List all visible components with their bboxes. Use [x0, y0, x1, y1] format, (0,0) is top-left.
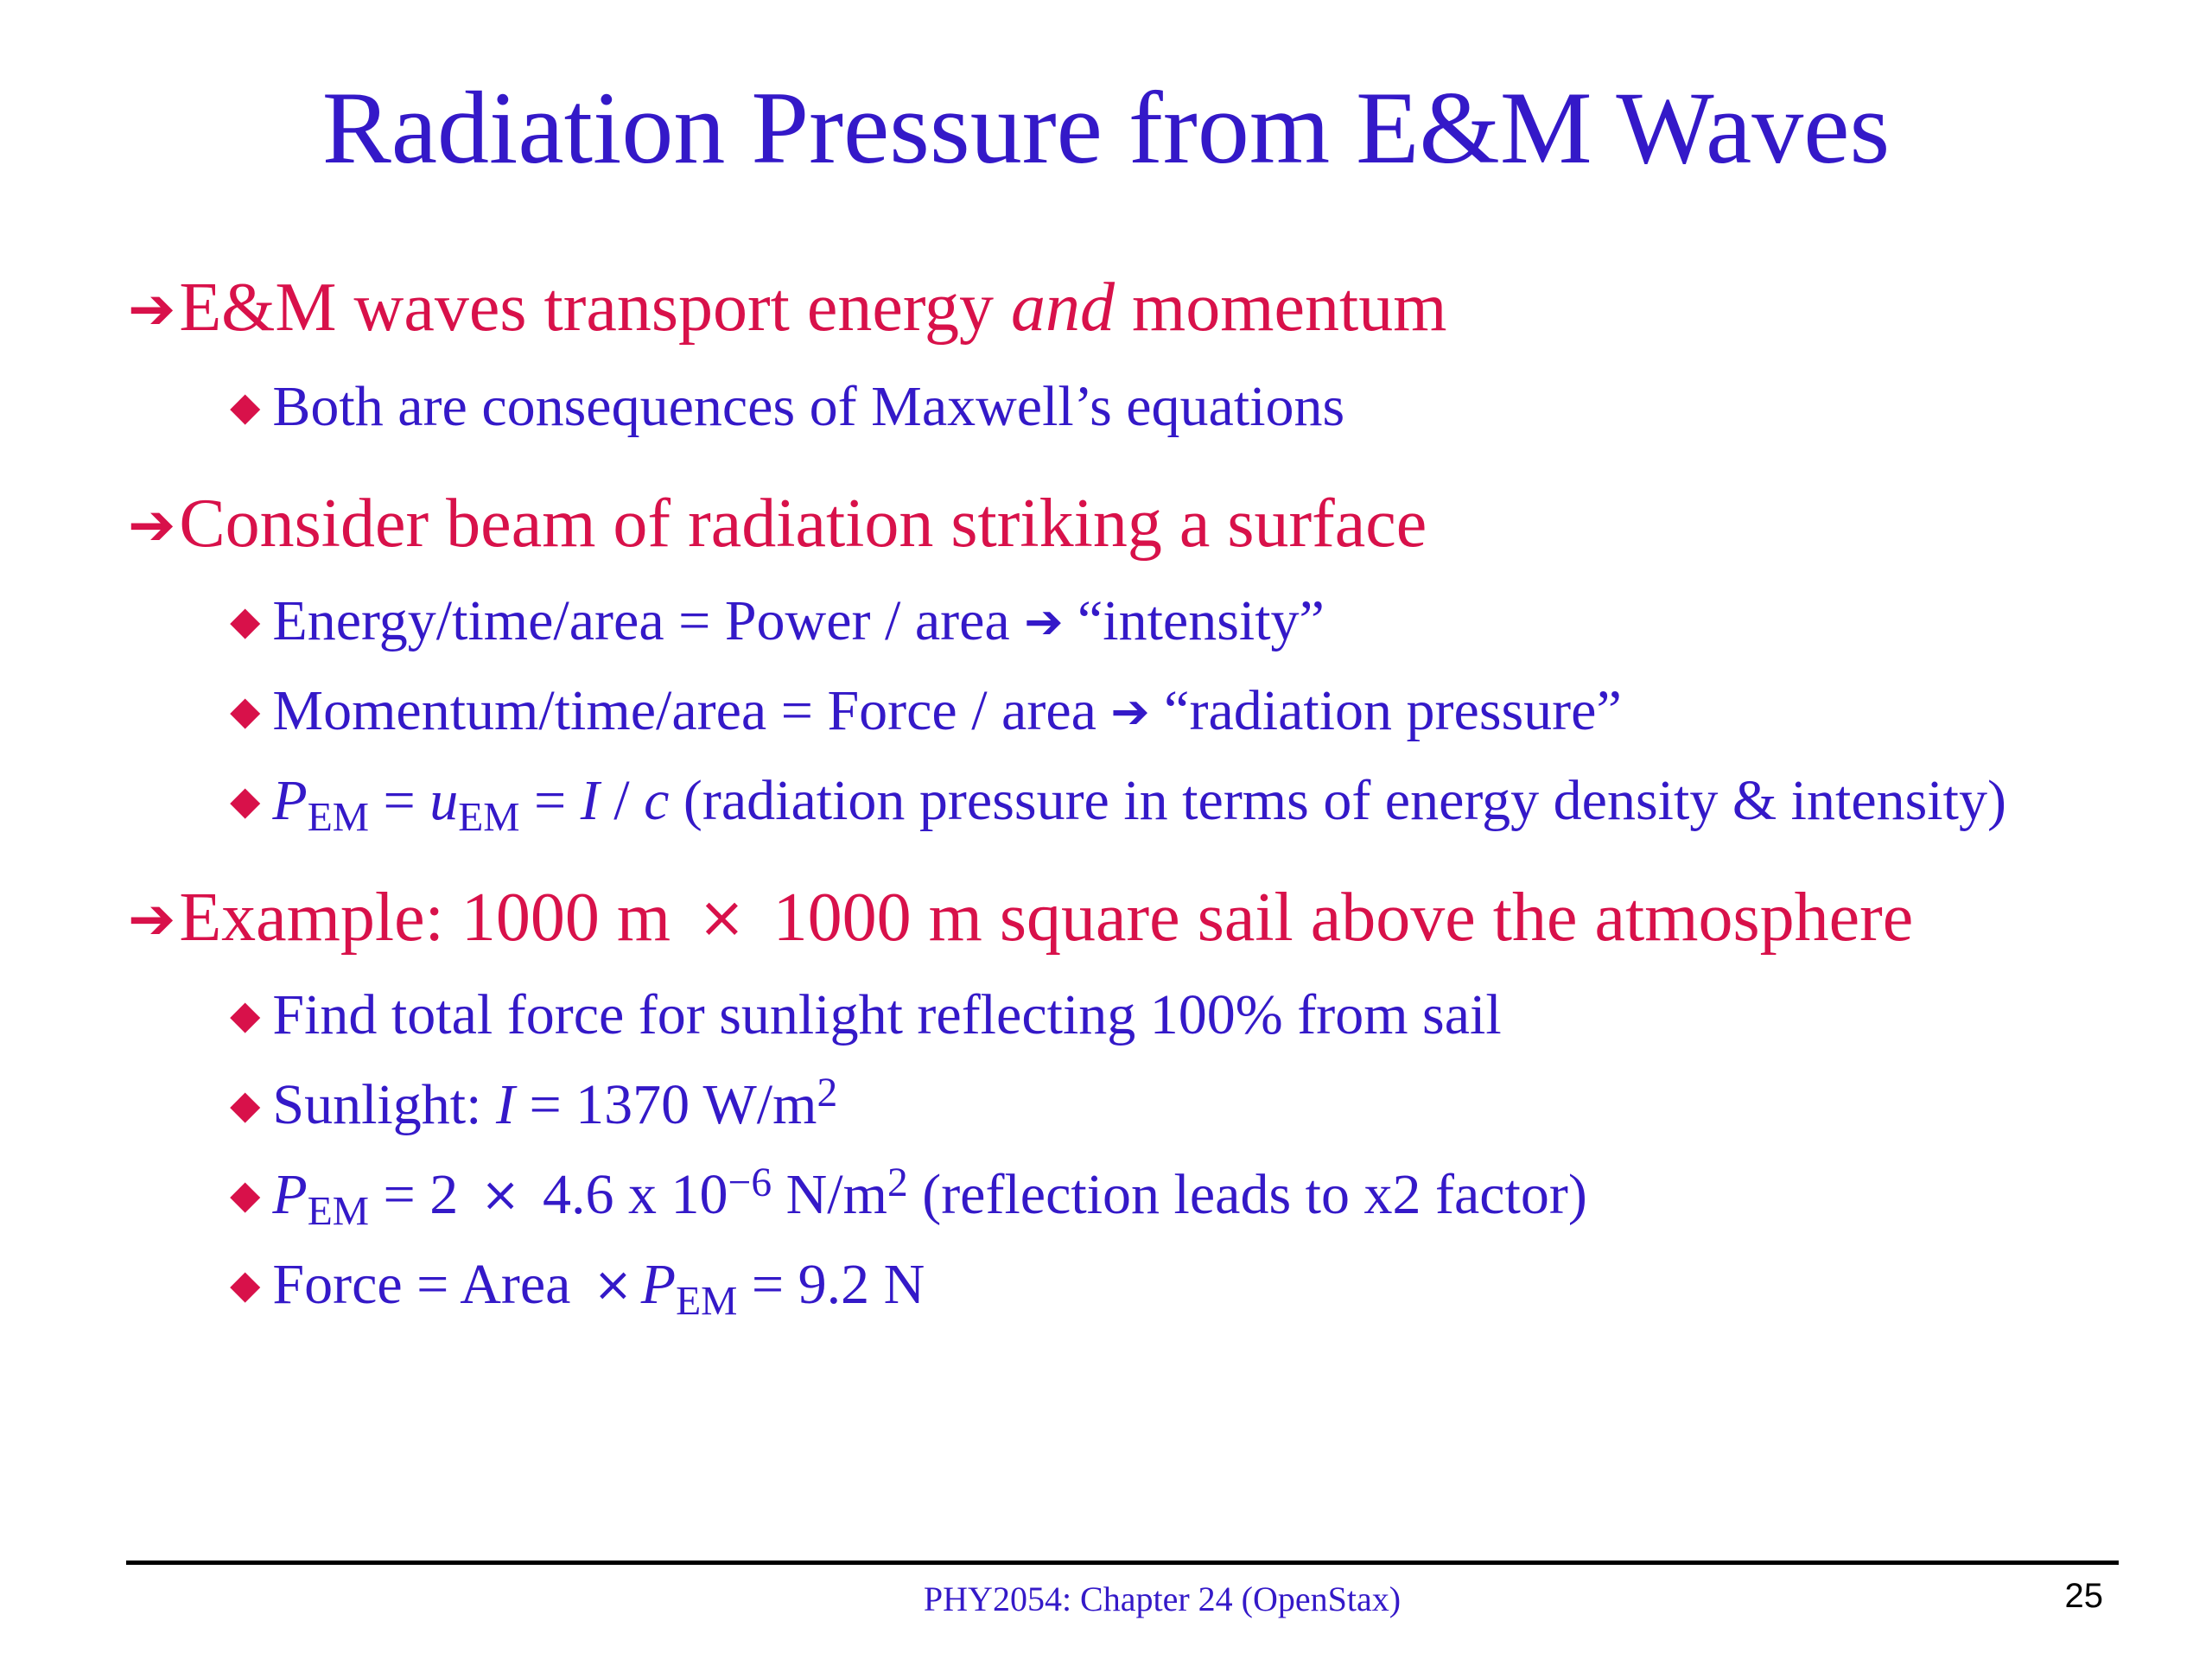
- equals: =: [369, 769, 430, 832]
- slide-title: Radiation Pressure from E&M Waves: [321, 70, 1891, 185]
- main-bullet-example: ➔Example: 1000 m × 1000 m square sail ab…: [128, 876, 1913, 961]
- superscript-2: 2: [817, 1071, 838, 1116]
- bullet-text-pre: E&M waves transport energy: [179, 270, 1012, 346]
- bullet-text-pre: Example: 1000 m: [179, 880, 689, 956]
- formula-note: (radiation pressure in terms of energy d…: [669, 769, 2006, 832]
- diamond-icon: ◆: [230, 597, 261, 644]
- equals: =: [519, 769, 581, 832]
- symbol-c: c: [644, 769, 670, 832]
- page-number: 25: [2064, 1577, 2104, 1615]
- times-symbol: ×: [697, 885, 746, 951]
- times-symbol: ×: [480, 1166, 520, 1222]
- diamond-icon: ◆: [230, 1261, 261, 1307]
- sub-bullet-intensity: ◆ Energy/time/area = Power / area ➔ “inte…: [230, 586, 1325, 657]
- sub-bullet-text: Both are consequences of Maxwell’s equat…: [272, 375, 1345, 438]
- force-value: = 9.2 N: [737, 1253, 925, 1316]
- sub-bullet-text-pre: Momentum/time/area = Force / area: [272, 679, 1111, 742]
- slash: /: [599, 769, 645, 832]
- equals-two: = 2: [369, 1163, 473, 1226]
- diamond-icon: ◆: [230, 777, 261, 823]
- bullet-text-post: 1000 m square sail above the atmosphere: [755, 880, 1914, 956]
- diamond-icon: ◆: [230, 1171, 261, 1217]
- sub-bullet-pem-value: ◆ PEM = 2 × 4.6 x 10−6 N/m2 (reflection l…: [230, 1160, 1587, 1232]
- right-arrow-icon: ➔: [1110, 684, 1150, 739]
- sub-bullet-text-post: “radiation pressure”: [1149, 679, 1622, 742]
- times-symbol: ×: [593, 1256, 633, 1312]
- unit: N/m: [772, 1163, 887, 1226]
- symbol-p: P: [272, 1163, 308, 1226]
- symbol-p: P: [272, 769, 308, 832]
- right-arrow-icon: ➔: [1024, 594, 1064, 649]
- right-arrow-icon: ➔: [128, 492, 176, 558]
- diamond-icon: ◆: [230, 991, 261, 1038]
- sub-bullet-text-pre: Energy/time/area = Power / area: [272, 589, 1025, 652]
- main-bullet-transport: ➔E&M waves transport energy and momentum: [128, 266, 1446, 351]
- sub-bullet-pressure-formula: ◆ PEM = uEM = I / c (radiation pressure i…: [230, 766, 2006, 838]
- subscript-em: EM: [307, 795, 369, 841]
- diamond-icon: ◆: [230, 1081, 261, 1128]
- sub-bullet-text-post: “intensity”: [1063, 589, 1325, 652]
- symbol-u: u: [429, 769, 459, 832]
- right-arrow-icon: ➔: [128, 276, 176, 342]
- subscript-em: EM: [676, 1279, 738, 1325]
- subscript-em: EM: [458, 795, 520, 841]
- mantissa: 4.6 x 10: [528, 1163, 728, 1226]
- right-arrow-icon: ➔: [128, 886, 176, 952]
- bullet-text-post: momentum: [1115, 270, 1447, 346]
- sub-bullet-sunlight: ◆ Sunlight: I = 1370 W/m2: [230, 1070, 837, 1140]
- sub-bullet-radiation-pressure: ◆ Momentum/time/area = Force / area ➔ “ra…: [230, 676, 1622, 747]
- footer-divider: [126, 1560, 2119, 1565]
- superscript-2: 2: [887, 1160, 908, 1206]
- diamond-icon: ◆: [230, 687, 261, 734]
- symbol-p: P: [640, 1253, 677, 1316]
- sub-bullet-force-result: ◆ Force = Area × PEM = 9.2 N: [230, 1249, 925, 1322]
- sub-bullet-find-force: ◆ Find total force for sunlight reflectin…: [230, 980, 1502, 1050]
- sub-bullet-text-pre: Sunlight:: [272, 1073, 496, 1136]
- main-bullet-beam: ➔Consider beam of radiation striking a s…: [128, 482, 1427, 567]
- footer-course: PHY2054: Chapter 24 (OpenStax): [923, 1580, 1402, 1618]
- sub-bullet-value: = 1370 W/m: [514, 1073, 817, 1136]
- bullet-text: Consider beam of radiation striking a su…: [179, 486, 1427, 562]
- subscript-em: EM: [307, 1189, 369, 1235]
- exponent: −6: [728, 1160, 772, 1206]
- symbol-i: I: [580, 769, 600, 832]
- diamond-icon: ◆: [230, 383, 261, 429]
- sub-bullet-maxwell: ◆ Both are consequences of Maxwell’s equa…: [230, 372, 1344, 442]
- reflection-note: (reflection leads to x2 factor): [907, 1163, 1587, 1226]
- symbol-i: I: [495, 1073, 515, 1136]
- bullet-text-em: and: [1011, 270, 1116, 346]
- sub-bullet-text: Find total force for sunlight reflecting…: [272, 983, 1502, 1046]
- sub-bullet-text-pre: Force = Area: [272, 1253, 585, 1316]
